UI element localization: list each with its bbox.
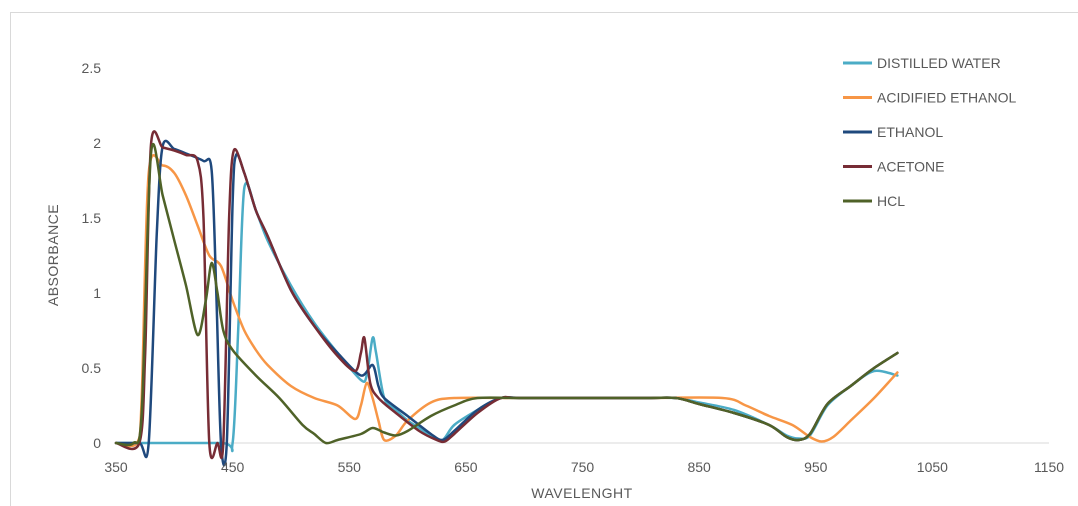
x-tick-label: 1150 xyxy=(1034,459,1064,475)
x-tick-label: 850 xyxy=(687,459,711,475)
x-axis-title: WAVELENGHT xyxy=(531,485,632,501)
x-tick-label: 650 xyxy=(454,459,478,475)
legend-label-acetone: ACETONE xyxy=(877,159,944,175)
x-tick-labels: 350 450 550 650 750 850 950 1050 1150 xyxy=(104,459,1064,475)
frame-left-border xyxy=(10,12,11,506)
legend-label-distilled-water: DISTILLED WATER xyxy=(877,55,1001,71)
y-tick-label: 1 xyxy=(93,285,101,301)
y-tick-label: 1.5 xyxy=(82,210,102,226)
x-tick-label: 750 xyxy=(571,459,595,475)
y-tick-label: 0 xyxy=(93,435,101,451)
x-tick-label: 550 xyxy=(338,459,362,475)
x-tick-label: 350 xyxy=(104,459,128,475)
frame-top-border xyxy=(10,12,1078,13)
x-tick-label: 950 xyxy=(804,459,828,475)
y-tick-label: 2 xyxy=(93,135,101,151)
series-line-acidified-ethanol xyxy=(114,154,899,448)
legend-label-hcl: HCL xyxy=(877,193,905,209)
y-tick-label: 2.5 xyxy=(82,60,102,76)
y-axis-title: ABSORBANCE xyxy=(45,204,61,306)
y-tick-labels: 0 0.5 1 1.5 2 2.5 xyxy=(82,60,102,451)
legend-label-acidified-ethanol: ACIDIFIED ETHANOL xyxy=(877,90,1016,106)
legend-label-ethanol: ETHANOL xyxy=(877,124,943,140)
series-group xyxy=(114,130,899,467)
y-tick-label: 0.5 xyxy=(82,360,102,376)
legend: DISTILLED WATER ACIDIFIED ETHANOL ETHANOL A… xyxy=(843,55,1016,209)
x-tick-label: 450 xyxy=(221,459,245,475)
series-line-hcl xyxy=(114,142,899,447)
x-tick-label: 1050 xyxy=(917,459,948,475)
